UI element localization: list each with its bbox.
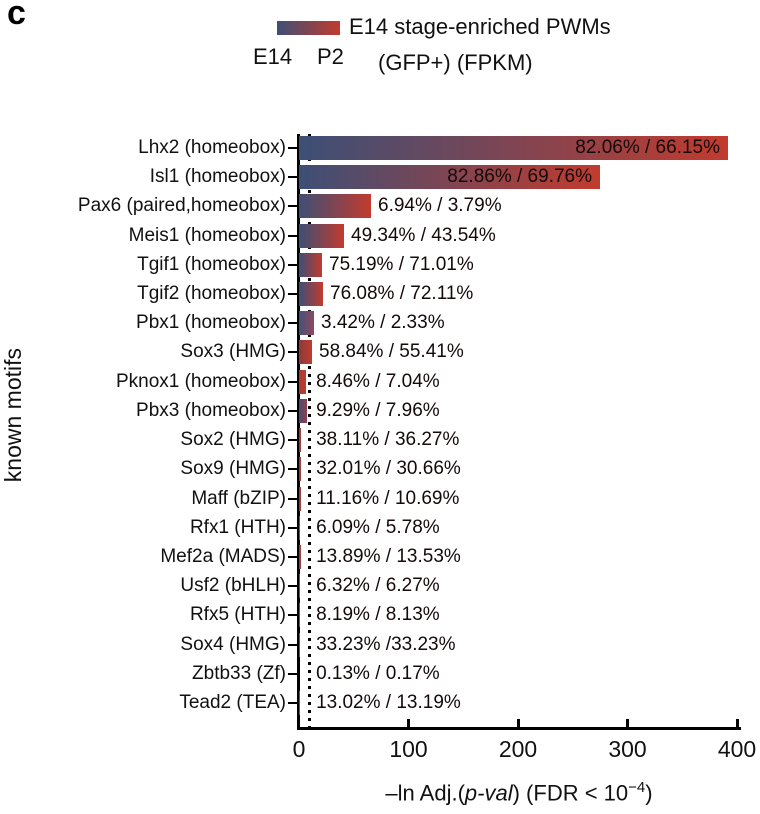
motif-bar bbox=[299, 136, 728, 160]
y-tick-mark bbox=[288, 526, 297, 529]
x-axis-line bbox=[297, 727, 741, 730]
legend-e14-label: E14 bbox=[253, 44, 293, 69]
motif-label: Usf2 (bHLH) bbox=[180, 575, 286, 597]
y-tick-mark bbox=[288, 585, 297, 588]
y-tick-mark bbox=[288, 322, 297, 325]
y-axis-title: known motifs bbox=[0, 348, 26, 483]
percent-label: 58.84% / 55.41% bbox=[319, 341, 464, 363]
motif-label: Pknox1 (homeobox) bbox=[115, 370, 286, 392]
percent-label: 38.11% / 36.27% bbox=[316, 429, 460, 451]
motif-bar bbox=[299, 282, 323, 307]
y-tick-mark bbox=[288, 555, 297, 558]
percent-label: 6.94% / 3.79% bbox=[378, 195, 502, 217]
motif-label: Meis1 (homeobox) bbox=[128, 224, 286, 246]
motif-label: Mef2a (MADS) bbox=[160, 545, 286, 567]
x-tick-label: 0 bbox=[292, 736, 306, 762]
motif-label: Lhx2 (homeobox) bbox=[138, 137, 286, 158]
percent-label: 11.16% / 10.69% bbox=[316, 487, 460, 509]
motif-label: Pbx1 (homeobox) bbox=[136, 312, 286, 334]
y-tick-mark bbox=[288, 293, 297, 296]
motif-label: Sox4 (HMG) bbox=[180, 633, 286, 655]
y-tick-mark bbox=[288, 351, 297, 354]
y-tick-mark bbox=[288, 176, 297, 179]
percent-label: 82.06% / 66.15% bbox=[575, 137, 720, 158]
y-tick-mark bbox=[288, 643, 297, 646]
motif-bar bbox=[299, 165, 600, 190]
y-tick-mark bbox=[288, 409, 297, 412]
motif-label: Rfx5 (HTH) bbox=[189, 604, 286, 626]
x-tick-label: 400 bbox=[717, 736, 757, 762]
y-tick-mark bbox=[288, 497, 297, 500]
motif-label: Isl1 (homeobox) bbox=[149, 166, 286, 188]
y-axis-line bbox=[297, 134, 300, 730]
motif-label: Tgif2 (homeobox) bbox=[137, 283, 286, 305]
motif-bar bbox=[299, 223, 344, 248]
percent-label: 13.89% / 13.53% bbox=[316, 545, 461, 567]
percent-label: 32.01% / 30.66% bbox=[316, 458, 461, 480]
y-tick-mark bbox=[288, 701, 297, 704]
fdr-threshold-dotted-line bbox=[308, 134, 311, 727]
x-tick-label: 100 bbox=[389, 736, 428, 762]
y-tick-mark bbox=[288, 439, 297, 442]
motif-label: Sox3 (HMG) bbox=[180, 341, 286, 363]
percent-label: 9.29% / 7.96% bbox=[316, 399, 440, 421]
y-tick-mark bbox=[288, 147, 297, 149]
percent-label: 6.09% / 5.78% bbox=[316, 516, 440, 538]
x-tick-label: 200 bbox=[498, 736, 538, 762]
motif-label: Tead2 (TEA) bbox=[179, 691, 286, 713]
percent-label: 82.86% / 69.76% bbox=[447, 166, 592, 188]
percent-label: 33.23% /33.23% bbox=[316, 633, 456, 655]
motif-label: Pax6 (paired,homeobox) bbox=[77, 195, 286, 217]
panel-label: c bbox=[7, 0, 26, 32]
x-axis-title: –ln Adj.(p-val) (FDR < 10−4) bbox=[385, 779, 653, 806]
legend-p2-label: P2 bbox=[317, 44, 344, 69]
motif-label: Maff (bZIP) bbox=[191, 487, 286, 509]
x-tick-label: 300 bbox=[608, 736, 647, 762]
motif-label: Zbtb33 (Zf) bbox=[192, 662, 286, 684]
legend-sub-label: (GFP+) (FPKM) bbox=[378, 50, 533, 75]
legend-title: E14 stage-enriched PWMs bbox=[349, 14, 611, 39]
motif-label: Sox2 (HMG) bbox=[180, 429, 286, 451]
percent-label: 13.02% / 13.19% bbox=[316, 691, 461, 713]
motif-bar bbox=[299, 398, 307, 423]
y-tick-mark bbox=[288, 380, 297, 383]
motif-bar bbox=[299, 311, 314, 336]
motif-bar bbox=[299, 369, 306, 394]
percent-label: 8.19% / 8.13% bbox=[316, 604, 440, 626]
y-tick-mark bbox=[288, 614, 297, 617]
percent-label: 0.13% / 0.17% bbox=[316, 662, 440, 684]
y-tick-mark bbox=[288, 234, 297, 237]
motif-label: Tgif1 (homeobox) bbox=[137, 253, 286, 275]
motif-label: Sox9 (HMG) bbox=[180, 458, 286, 480]
percent-label: 75.19% / 71.01% bbox=[329, 253, 474, 275]
percent-label: 76.08% / 72.11% bbox=[330, 283, 474, 305]
percent-label: 6.32% / 6.27% bbox=[316, 575, 440, 597]
y-tick-mark bbox=[288, 468, 297, 471]
motif-label: Rfx1 (HTH) bbox=[189, 516, 286, 538]
percent-label: 49.34% / 43.54% bbox=[351, 224, 496, 246]
percent-label: 3.42% / 2.33% bbox=[321, 312, 445, 334]
y-tick-mark bbox=[288, 205, 297, 208]
percent-label: 8.46% / 7.04% bbox=[316, 370, 440, 392]
motif-label: Pbx3 (homeobox) bbox=[136, 399, 286, 421]
y-tick-mark bbox=[288, 672, 297, 675]
y-tick-mark bbox=[288, 263, 297, 266]
legend-gradient-swatch bbox=[277, 21, 340, 35]
